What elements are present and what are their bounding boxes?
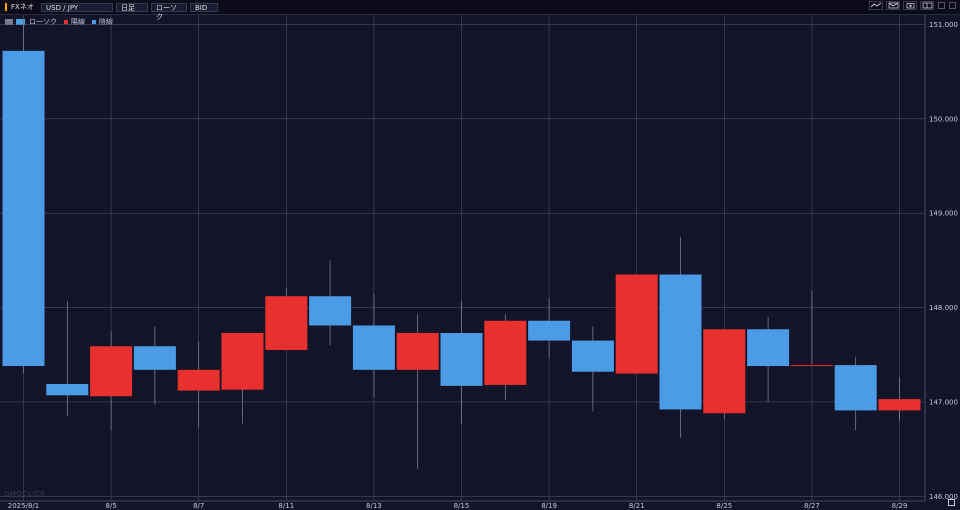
price-type-select[interactable]: BID (190, 2, 218, 12)
candlestick-chart[interactable]: 146.000 147.000 148.000 149.000 150.000 151.0… (0, 15, 960, 510)
pair-select[interactable]: USD / JPY (41, 2, 113, 12)
x-tick-label: 8/27 (804, 502, 820, 510)
y-tick-label: 150.000 (929, 115, 958, 123)
candle-body (571, 340, 614, 372)
x-tick-label: 8/29 (892, 502, 908, 510)
candle-body (528, 320, 571, 341)
candle-body (484, 320, 527, 385)
y-tick-label: 151.000 (929, 21, 958, 29)
candle-body (659, 274, 702, 410)
layout-icon[interactable] (920, 1, 934, 10)
period-select[interactable]: 日足 (116, 2, 148, 12)
settings-icon[interactable] (938, 2, 945, 9)
watermark: GMOCLICK (4, 490, 46, 498)
candle-body (2, 50, 45, 367)
toolbar: FXネオ USD / JPY 日足 ローソク BID (0, 0, 960, 21)
toggle-badge-icon[interactable] (16, 19, 25, 25)
legend: ローソク 陽線 陰線 (5, 17, 120, 27)
candle-body (309, 296, 352, 326)
legend-down: 陰線 (92, 17, 113, 27)
x-tick-label: 8/11 (278, 502, 294, 510)
candle-body (177, 369, 220, 391)
x-tick-label: 8/21 (629, 502, 645, 510)
close-icon[interactable] (949, 2, 956, 9)
y-tick-label: 147.000 (929, 398, 958, 406)
candle-body (790, 365, 833, 367)
candle-body (90, 346, 133, 397)
legend-down-label: 陰線 (99, 18, 113, 26)
brand: FXネオ (5, 2, 41, 12)
envelope-chart-icon[interactable] (886, 1, 900, 10)
x-tick-label: 8/13 (366, 502, 382, 510)
y-tick-label: 146.000 (929, 493, 958, 501)
candle-body (747, 329, 790, 367)
expand-icon[interactable] (948, 499, 955, 506)
camera-icon[interactable] (903, 1, 917, 10)
candle-body (440, 333, 483, 386)
candle-body (133, 346, 176, 370)
candle-body (878, 399, 921, 411)
candle-body (352, 325, 395, 370)
candle-body (221, 333, 264, 390)
x-tick-label: 8/19 (541, 502, 557, 510)
brand-label: FXネオ (11, 3, 34, 11)
y-tick-label: 148.000 (929, 304, 958, 312)
comment-icon[interactable] (5, 19, 13, 25)
candle-body (834, 365, 877, 411)
x-tick-label: 8/7 (193, 502, 204, 510)
y-tick-label: 149.000 (929, 210, 958, 218)
legend-up: 陽線 (64, 17, 85, 27)
legend-style-label: ローソク (29, 18, 57, 26)
candle-body (396, 333, 439, 370)
legend-up-label: 陽線 (71, 18, 85, 26)
up-swatch-icon (64, 20, 68, 24)
candle-body (265, 296, 308, 351)
x-tick-label: 8/25 (716, 502, 732, 510)
x-tick-label: 2025/8/1 (8, 502, 39, 510)
chart-style-select[interactable]: ローソク (151, 2, 187, 21)
x-tick-label: 8/5 (105, 502, 116, 510)
down-swatch-icon (92, 20, 96, 24)
candle-body (703, 329, 746, 414)
candle-body (46, 383, 89, 396)
candle-body (615, 274, 658, 374)
line-chart-icon[interactable] (869, 1, 883, 10)
brand-bar-icon (5, 3, 7, 11)
x-tick-label: 8/15 (454, 502, 470, 510)
